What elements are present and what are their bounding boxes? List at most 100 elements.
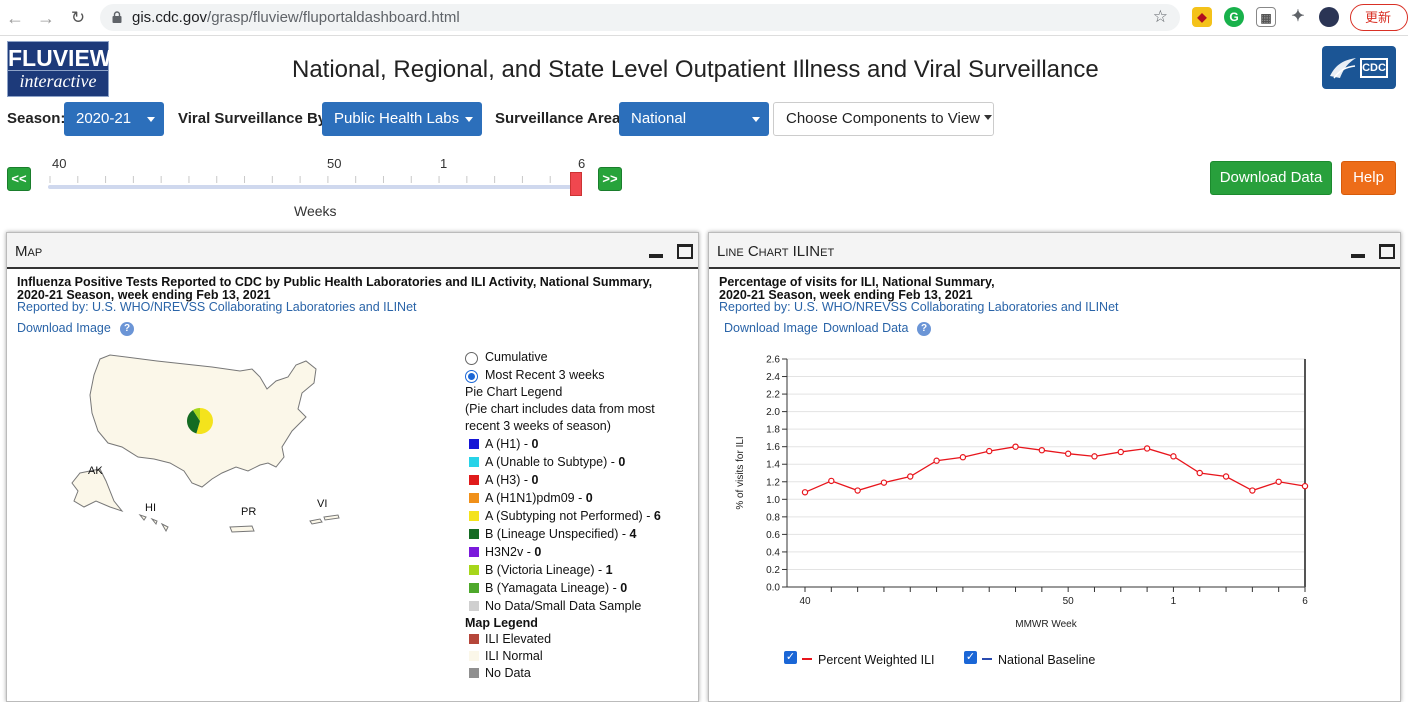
pie-legend-separator: - <box>609 581 621 595</box>
data-point[interactable] <box>1301 482 1309 490</box>
data-point[interactable] <box>1012 443 1019 450</box>
x-axis-title: MMWR Week <box>1015 619 1077 630</box>
data-point[interactable] <box>986 447 993 455</box>
minimize-icon[interactable] <box>1351 254 1365 258</box>
data-point[interactable] <box>933 457 940 464</box>
map-panel-header: Map <box>7 233 698 269</box>
extension-box-icon[interactable]: ▦ <box>1256 7 1276 27</box>
pie-legend-label: A (H1N1)pdm09 <box>485 491 575 505</box>
legend-percent-weighted-ili: Percent Weighted ILI <box>802 653 935 667</box>
data-point[interactable] <box>1117 448 1124 456</box>
bookmark-star-icon[interactable]: ☆ <box>1152 7 1168 26</box>
pie-legend-item: A (H1N1)pdm09 - 0 <box>485 491 593 505</box>
address-bar[interactable]: gis.cdc.gov/grasp/fluview/fluportaldashb… <box>100 4 1180 31</box>
legend-swatch <box>469 565 479 575</box>
legend-swatch <box>469 529 479 539</box>
previous-weeks-button[interactable]: << <box>7 167 31 191</box>
data-point[interactable] <box>1196 469 1203 477</box>
data-point[interactable] <box>1170 453 1177 460</box>
minimize-icon[interactable] <box>649 254 663 258</box>
map-legend-item: ILI Elevated <box>485 632 552 646</box>
fluview-logo[interactable]: FLUVIEW interactive <box>7 41 112 97</box>
extensions-puzzle-icon[interactable]: ✦ <box>1291 8 1305 25</box>
data-point[interactable] <box>1038 446 1046 454</box>
y-tick-label: 2.2 <box>766 390 780 401</box>
surveillance-area-value: National <box>631 110 687 127</box>
map-label-ak: AK <box>88 465 103 477</box>
map-legend-title-text: Map Legend <box>465 616 538 630</box>
virgin-islands-shape <box>309 514 340 525</box>
reload-icon[interactable]: ↻ <box>70 8 86 27</box>
browser-toolbar: ← → ↻ gis.cdc.gov/grasp/fluview/fluporta… <box>0 0 1408 36</box>
profile-avatar-icon[interactable] <box>1319 7 1339 27</box>
data-point[interactable] <box>907 473 914 480</box>
cdc-logo-text: CDC <box>1360 58 1388 78</box>
choose-components-button[interactable]: Choose Components to View <box>773 102 994 136</box>
data-point[interactable] <box>1064 450 1072 457</box>
cdc-logo[interactable]: CDC <box>1322 46 1396 89</box>
legend-percent-weighted-ili-text: Percent Weighted ILI <box>818 653 935 667</box>
pie-legend-label: A (H3) <box>485 473 521 487</box>
maximize-icon[interactable] <box>677 244 693 259</box>
data-point[interactable] <box>801 489 809 496</box>
legend-swatch <box>469 583 479 593</box>
pie-legend-count: 0 <box>618 455 626 469</box>
map-legend-item: ILI Normal <box>485 649 543 663</box>
y-tick-label: 0.2 <box>766 565 780 576</box>
national-baseline-checkbox[interactable]: ✓ <box>964 651 977 664</box>
update-button[interactable]: 更新 <box>1350 4 1408 31</box>
week-slider-handle[interactable] <box>570 172 582 196</box>
line-chart-download-image-link[interactable]: Download Image <box>724 321 818 335</box>
forward-arrow-icon[interactable]: → <box>37 8 55 28</box>
pie-chart <box>187 408 213 434</box>
weeks-label: Weeks <box>294 203 337 219</box>
pie-legend-note: (Pie chart includes data from most <box>465 402 655 416</box>
data-point[interactable] <box>828 477 835 485</box>
data-point[interactable] <box>1222 473 1230 480</box>
pie-legend-separator: - <box>618 527 630 541</box>
legend-national-baseline-text: National Baseline <box>998 653 1096 667</box>
help-icon[interactable]: ? <box>917 322 931 336</box>
us-map[interactable] <box>62 351 362 541</box>
data-point[interactable] <box>959 454 967 461</box>
next-weeks-button[interactable]: >> <box>598 167 622 191</box>
viral-surveillance-dropdown[interactable]: Public Health Labs <box>322 102 482 136</box>
ili-line-chart[interactable]: 0.0 0.2 0.4 0.6 0.8 1.0 1.2 1.4 1.6 1.8 2.0 2.2 2.4 2… <box>719 351 1359 641</box>
surveillance-area-dropdown[interactable]: National <box>619 102 769 136</box>
data-point[interactable] <box>880 479 888 486</box>
pie-legend-count: 6 <box>653 509 661 523</box>
pie-legend-separator: - <box>574 491 586 505</box>
pie-legend-separator: - <box>607 455 619 469</box>
legend-swatch <box>469 457 479 467</box>
data-point[interactable] <box>1143 445 1151 452</box>
week-slider-track[interactable] <box>48 185 576 189</box>
download-data-button[interactable]: Download Data <box>1210 161 1332 195</box>
map-chart-title-line2: 2020-21 Season, week ending Feb 13, 2021 <box>17 288 271 302</box>
data-point[interactable] <box>1249 487 1256 494</box>
percent-weighted-ili-checkbox[interactable]: ✓ <box>784 651 797 664</box>
help-icon[interactable]: ? <box>120 322 134 336</box>
season-dropdown[interactable]: 2020-21 <box>64 102 164 136</box>
data-point[interactable] <box>854 487 861 494</box>
pie-legend-label: B (Yamagata Lineage) <box>485 581 610 595</box>
cumulative-radio[interactable] <box>465 352 478 365</box>
grammarly-icon[interactable]: G <box>1224 7 1244 27</box>
map-download-image-link[interactable]: Download Image <box>17 321 111 335</box>
puerto-rico-shape <box>229 525 255 533</box>
line-chart-download-data-link[interactable]: Download Data <box>823 321 909 335</box>
help-button[interactable]: Help <box>1341 161 1396 195</box>
back-arrow-icon[interactable]: ← <box>6 8 24 28</box>
data-point[interactable] <box>1275 478 1282 485</box>
pie-legend-item: H3N2v - 0 <box>485 545 541 559</box>
legend-swatch <box>469 547 479 557</box>
most-recent-radio[interactable] <box>465 370 478 383</box>
map-reported-by: Reported by: U.S. WHO/NREVSS Collaborati… <box>17 300 417 314</box>
season-label: Season: <box>7 110 66 127</box>
url-text: gis.cdc.gov/grasp/fluview/fluportaldashb… <box>132 9 460 26</box>
extension-shield-icon[interactable]: ◆ <box>1192 7 1212 27</box>
maximize-icon[interactable] <box>1379 244 1395 259</box>
pie-legend-count: 1 <box>605 563 613 577</box>
data-point[interactable] <box>1091 453 1098 460</box>
hawaii-shape <box>138 513 169 533</box>
pie-legend-count: 0 <box>534 545 542 559</box>
